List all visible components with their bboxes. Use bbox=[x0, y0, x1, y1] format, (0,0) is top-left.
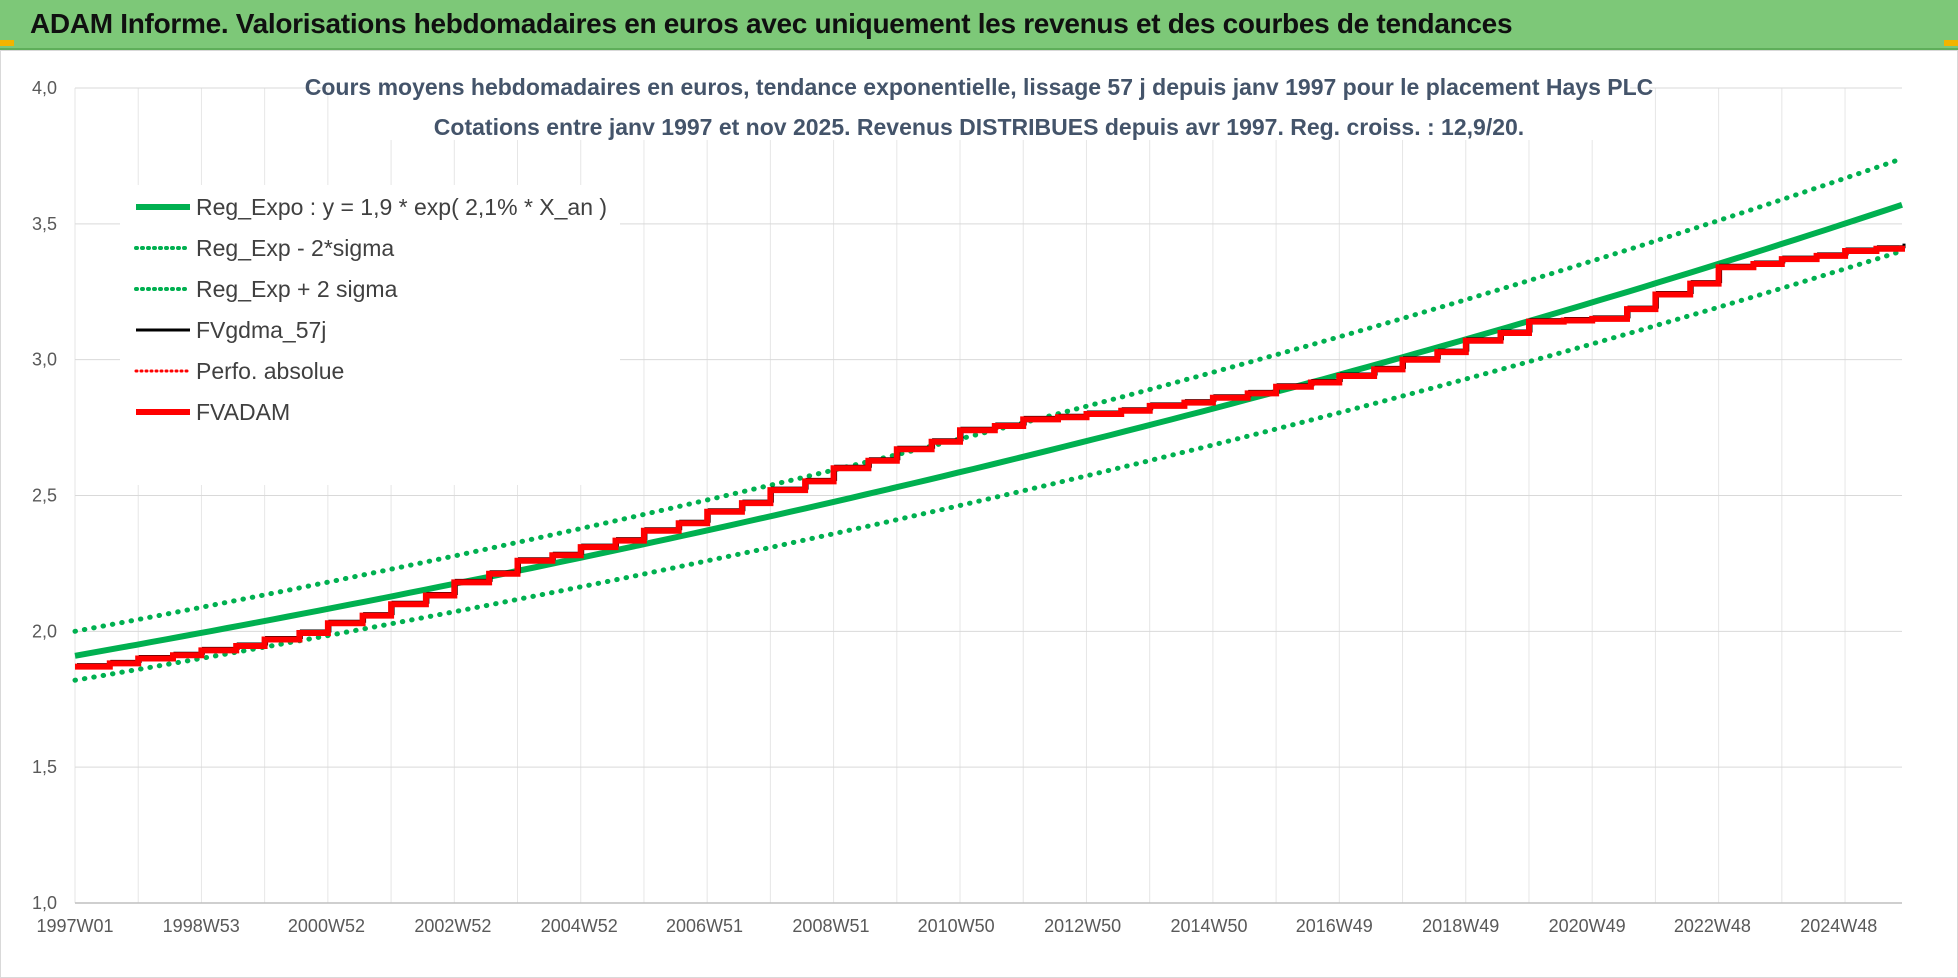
x-tick-label: 2010W50 bbox=[918, 916, 995, 936]
x-tick-label: 2000W52 bbox=[288, 916, 365, 936]
corner-marker bbox=[0, 40, 14, 46]
y-tick-label: 3,0 bbox=[32, 350, 57, 370]
corner-marker bbox=[1944, 40, 1958, 46]
chart-subtitle: Cotations entre janv 1997 et nov 2025. R… bbox=[434, 114, 1524, 140]
x-tick-label: 1998W53 bbox=[163, 916, 240, 936]
x-tick-label: 1997W01 bbox=[36, 916, 113, 936]
legend-label-reg-exp-plus: Reg_Exp + 2 sigma bbox=[196, 276, 398, 302]
series-layer bbox=[72, 156, 1906, 683]
legend-label-reg-exp-minus: Reg_Exp - 2*sigma bbox=[196, 235, 394, 261]
y-tick-label: 2,5 bbox=[32, 486, 57, 506]
x-tick-label: 2002W52 bbox=[414, 916, 491, 936]
x-tick-label: 2018W49 bbox=[1422, 916, 1499, 936]
x-tick-label: 2012W50 bbox=[1044, 916, 1121, 936]
x-tick-label: 2006W51 bbox=[666, 916, 743, 936]
x-tick-label: 2014W50 bbox=[1171, 916, 1248, 936]
y-tick-label: 1,0 bbox=[32, 893, 57, 913]
x-tick-label: 2004W52 bbox=[541, 916, 618, 936]
legend-label-reg-expo: Reg_Expo : y = 1,9 * exp( 2,1% * X_an ) bbox=[196, 194, 607, 220]
series-reg-exp-plus-2sigma bbox=[72, 156, 1905, 634]
y-tick-label: 3,5 bbox=[32, 214, 57, 234]
series-fvadam bbox=[75, 245, 1905, 670]
x-tick-label: 2020W49 bbox=[1549, 916, 1626, 936]
legend: Reg_Expo : y = 1,9 * exp( 2,1% * X_an ) … bbox=[120, 185, 620, 485]
legend-label-fvadam: FVADAM bbox=[196, 399, 290, 425]
series-reg-exp-minus-2sigma bbox=[72, 248, 1905, 683]
legend-label-perfo: Perfo. absolue bbox=[196, 358, 344, 384]
chart-area: 1,0 1,5 2,0 2,5 3,0 3,5 4,0 1997W01 1998W53 2000… bbox=[32, 62, 1906, 936]
y-tick-label: 2,0 bbox=[32, 621, 57, 641]
title-background bbox=[330, 62, 1630, 140]
y-tick-label: 1,5 bbox=[32, 757, 57, 777]
x-axis: 1997W01 1998W53 2000W52 2002W52 2004W52 2006W… bbox=[36, 902, 1902, 936]
series-reg-expo bbox=[74, 201, 1903, 659]
legend-background bbox=[120, 185, 620, 485]
y-axis: 1,0 1,5 2,0 2,5 3,0 3,5 4,0 bbox=[32, 78, 57, 913]
x-tick-label: 2024W48 bbox=[1800, 916, 1877, 936]
y-tick-label: 4,0 bbox=[32, 78, 57, 98]
legend-label-fvgdma: FVgdma_57j bbox=[196, 317, 326, 343]
x-tick-label: 2022W48 bbox=[1674, 916, 1751, 936]
title-banner: ADAM Informe. Valorisations hebdomadaire… bbox=[0, 0, 1958, 50]
x-tick-label: 2016W49 bbox=[1296, 916, 1373, 936]
report-title: ADAM Informe. Valorisations hebdomadaire… bbox=[30, 8, 1513, 39]
x-tick-label: 2008W51 bbox=[792, 916, 869, 936]
chart-title: Cours moyens hebdomadaires en euros, ten… bbox=[305, 74, 1654, 100]
